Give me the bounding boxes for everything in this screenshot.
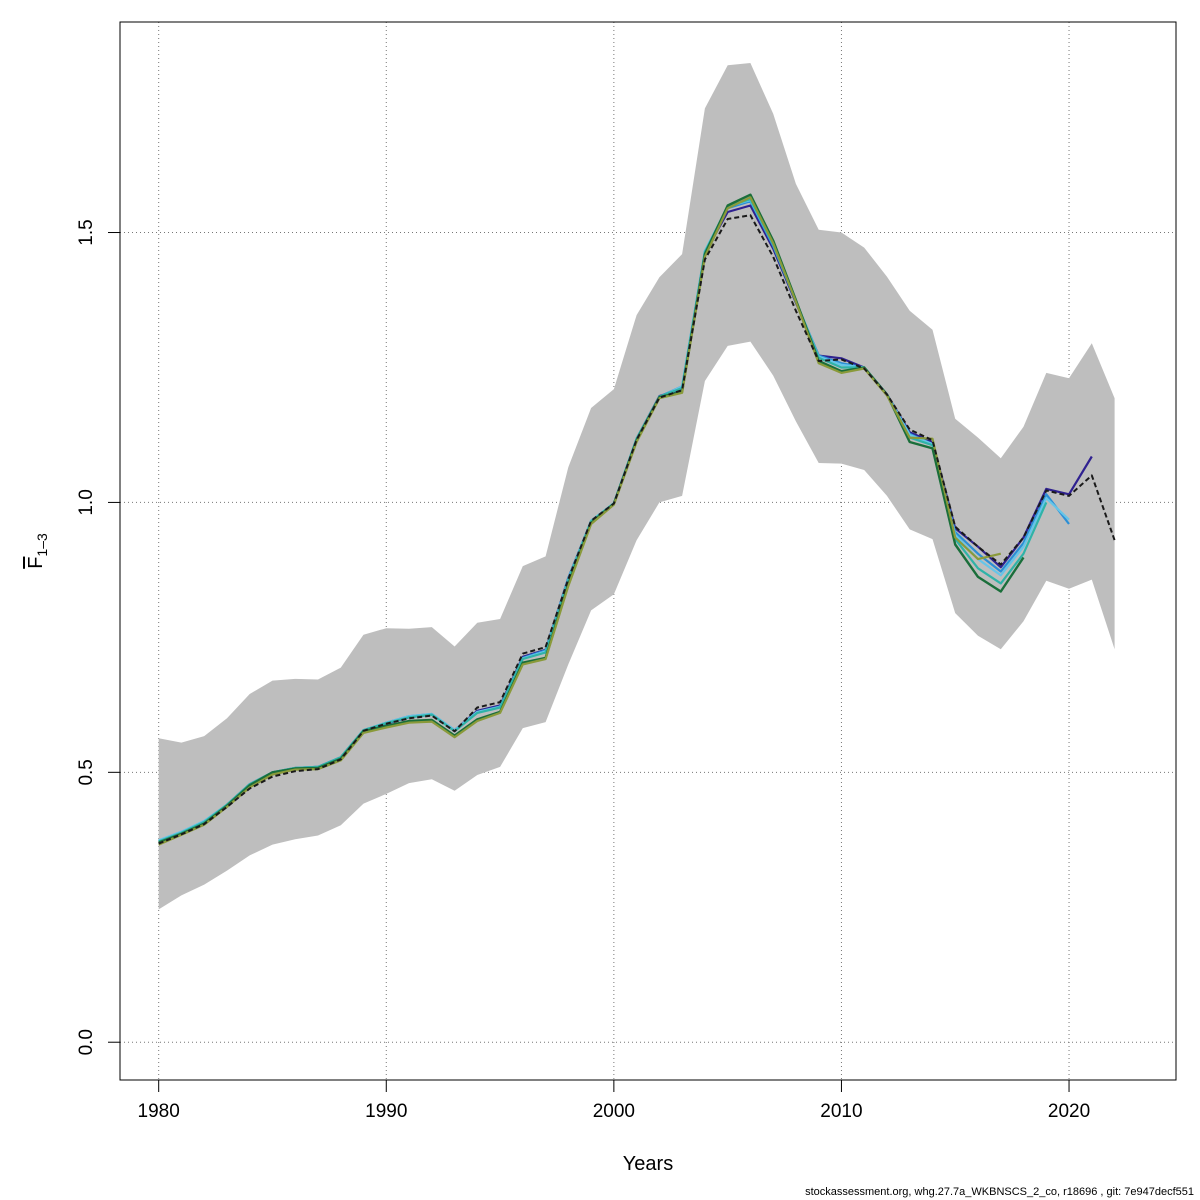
series-line-6 [158,196,1002,846]
x-axis: 1980 1990 2000 2010 2020 [138,1079,1090,1122]
svg-text:F1–3: F1–3 [25,533,50,569]
y-axis: 0.0 0.5 1.0 1.5 [76,219,121,1055]
series-lines-layer [158,193,1116,846]
y-tick-label: 0.0 [76,1029,97,1055]
y-axis-title: F1–3 [25,533,50,569]
x-axis-title: Years [623,1153,673,1175]
footer-credit: stockassessment.org, whg.27.7a_WKBNSCS_2… [805,1186,1194,1198]
x-tick-label: 1990 [365,1101,407,1122]
x-tick-label: 1980 [138,1101,180,1122]
x-tick-label: 2020 [1048,1101,1090,1122]
y-axis-title-sub: 1–3 [34,533,50,557]
series-line-7 [158,214,1116,845]
y-tick-label: 1.0 [76,489,97,515]
y-axis-title-main: F [25,557,47,569]
y-tick-label: 0.5 [76,759,97,785]
y-tick-label: 1.5 [76,219,97,245]
x-tick-label: 2010 [820,1101,862,1122]
confidence-band [158,63,1115,910]
confidence-band-layer [158,63,1115,910]
x-tick-label: 2000 [593,1101,635,1122]
